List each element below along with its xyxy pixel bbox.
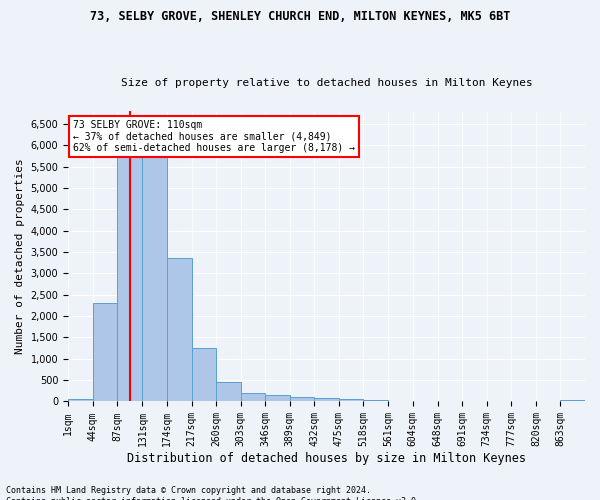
- Text: 73, SELBY GROVE, SHENLEY CHURCH END, MILTON KEYNES, MK5 6BT: 73, SELBY GROVE, SHENLEY CHURCH END, MIL…: [90, 10, 510, 23]
- Bar: [339, 400, 364, 402]
- Y-axis label: Number of detached properties: Number of detached properties: [15, 158, 25, 354]
- Bar: [265, 395, 290, 402]
- Text: 73 SELBY GROVE: 110sqm
← 37% of detached houses are smaller (4,849)
62% of semi-: 73 SELBY GROVE: 110sqm ← 37% of detached…: [73, 120, 355, 153]
- Bar: [560, 400, 585, 402]
- Bar: [117, 126, 142, 402]
- X-axis label: Distribution of detached houses by size in Milton Keynes: Distribution of detached houses by size …: [127, 452, 526, 465]
- Bar: [216, 382, 241, 402]
- Bar: [93, 303, 117, 402]
- Bar: [68, 400, 93, 402]
- Text: Contains public sector information licensed under the Open Government Licence v3: Contains public sector information licen…: [6, 497, 421, 500]
- Bar: [364, 400, 388, 402]
- Bar: [191, 348, 216, 402]
- Bar: [290, 397, 314, 402]
- Bar: [167, 258, 191, 402]
- Bar: [241, 393, 265, 402]
- Bar: [142, 130, 167, 402]
- Bar: [314, 398, 339, 402]
- Title: Size of property relative to detached houses in Milton Keynes: Size of property relative to detached ho…: [121, 78, 532, 88]
- Text: Contains HM Land Registry data © Crown copyright and database right 2024.: Contains HM Land Registry data © Crown c…: [6, 486, 371, 495]
